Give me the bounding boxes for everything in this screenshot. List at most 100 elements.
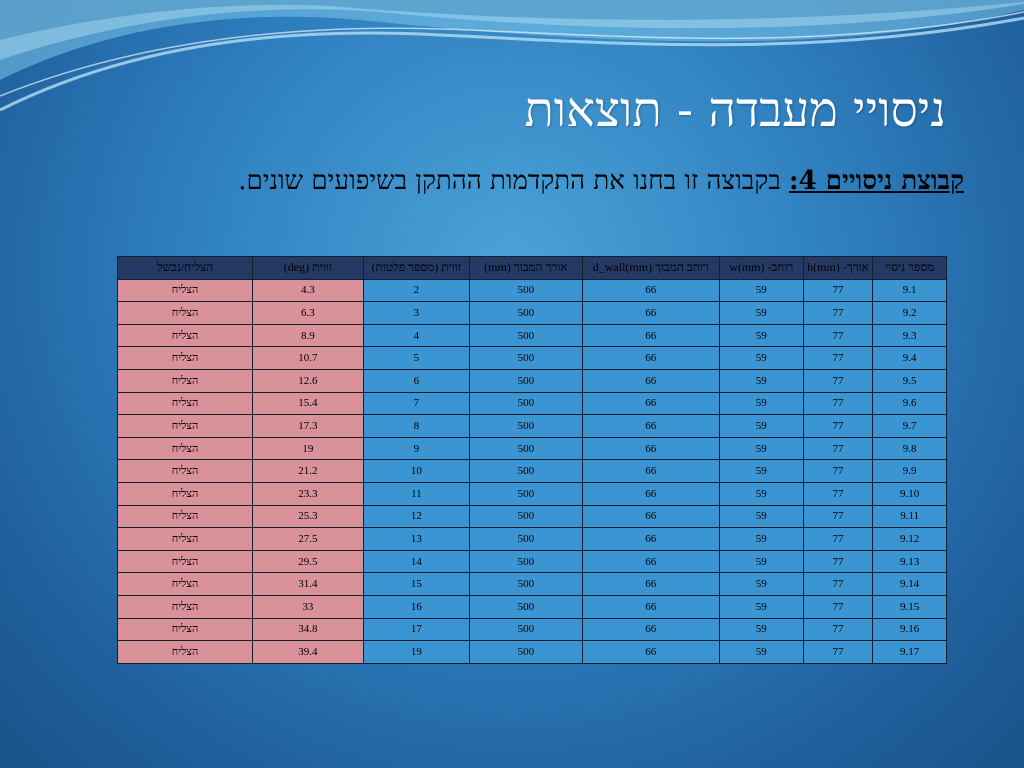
status-cell: הצליח [116, 278, 254, 303]
maze-width-cell: 66 [581, 572, 720, 596]
angle-plates-cell: 4 [362, 323, 471, 348]
maze-width-cell: 66 [581, 346, 720, 370]
width-w-cell: 59 [718, 301, 804, 325]
width-w-cell: 59 [718, 436, 804, 461]
maze-length-cell: 500 [469, 481, 583, 506]
test-number-cell: 9.3 [872, 323, 947, 348]
angle-deg-cell: 34.8 [252, 617, 364, 642]
test-number-cell: 9.9 [872, 459, 947, 483]
angle-deg-cell: 25.3 [252, 504, 364, 529]
maze-width-cell: 66 [581, 594, 720, 619]
length-h-cell: 77 [802, 572, 874, 596]
length-h-cell: 77 [802, 459, 874, 483]
width-w-cell: 59 [718, 414, 804, 438]
angle-deg-cell: 33 [252, 594, 364, 619]
width-w-cell: 59 [718, 617, 804, 642]
wave-decoration [0, 0, 1024, 112]
results-table: מספר ניסוי אורך- h(mm) רוחב- w(mm) רוחב … [116, 256, 947, 664]
test-number-cell: 9.5 [872, 368, 947, 393]
header-width-w: רוחב- w(mm) [718, 256, 804, 280]
maze-length-cell: 500 [469, 459, 583, 483]
angle-plates-cell: 5 [362, 346, 471, 370]
length-h-cell: 77 [802, 640, 874, 664]
subtitle-lead: קבוצת ניסויים 4: [789, 166, 964, 196]
angle-plates-cell: 11 [362, 481, 471, 506]
angle-plates-cell: 3 [362, 301, 471, 325]
maze-width-cell: 66 [581, 459, 720, 483]
header-angle-plates: זווית (מספר פלטות) [362, 256, 471, 280]
test-number-cell: 9.15 [872, 594, 947, 619]
length-h-cell: 77 [802, 594, 874, 619]
length-h-cell: 77 [802, 414, 874, 438]
test-number-cell: 9.17 [872, 640, 947, 664]
angle-plates-cell: 8 [362, 414, 471, 438]
status-cell: הצליח [116, 323, 254, 348]
maze-width-cell: 66 [581, 368, 720, 393]
width-w-cell: 59 [718, 594, 804, 619]
width-w-cell: 59 [718, 278, 804, 303]
table-row: 9.7 77 59 66 500 8 17.3 הצליח [116, 414, 947, 438]
angle-deg-cell: 6.3 [252, 301, 364, 325]
status-cell: הצליח [116, 368, 254, 393]
status-cell: הצליח [116, 527, 254, 551]
length-h-cell: 77 [802, 504, 874, 529]
maze-width-cell: 66 [581, 391, 720, 416]
angle-plates-cell: 13 [362, 527, 471, 551]
maze-length-cell: 500 [469, 617, 583, 642]
length-h-cell: 77 [802, 549, 874, 574]
table-row: 9.15 77 59 66 500 16 33 הצליח [116, 594, 947, 619]
table-row: 9.17 77 59 66 500 19 39.4 הצליח [116, 640, 947, 664]
width-w-cell: 59 [718, 504, 804, 529]
angle-plates-cell: 7 [362, 391, 471, 416]
test-number-cell: 9.1 [872, 278, 947, 303]
angle-deg-cell: 27.5 [252, 527, 364, 551]
length-h-cell: 77 [802, 481, 874, 506]
test-number-cell: 9.13 [872, 549, 947, 574]
maze-width-cell: 66 [581, 527, 720, 551]
status-cell: הצליח [116, 436, 254, 461]
status-cell: הצליח [116, 504, 254, 529]
length-h-cell: 77 [802, 617, 874, 642]
maze-length-cell: 500 [469, 414, 583, 438]
table-row: 9.4 77 59 66 500 5 10.7 הצליח [116, 346, 947, 370]
maze-width-cell: 66 [581, 504, 720, 529]
table-row: 9.16 77 59 66 500 17 34.8 הצליח [116, 617, 947, 642]
test-number-cell: 9.4 [872, 346, 947, 370]
angle-plates-cell: 6 [362, 368, 471, 393]
status-cell: הצליח [116, 617, 254, 642]
status-cell: הצליח [116, 594, 254, 619]
angle-deg-cell: 17.3 [252, 414, 364, 438]
maze-width-cell: 66 [581, 323, 720, 348]
width-w-cell: 59 [718, 391, 804, 416]
angle-deg-cell: 23.3 [252, 481, 364, 506]
table-row: 9.13 77 59 66 500 14 29.5 הצליח [116, 549, 947, 574]
status-cell: הצליח [116, 414, 254, 438]
angle-deg-cell: 10.7 [252, 346, 364, 370]
header-angle-deg: זווית (deg) [252, 256, 364, 280]
header-maze-length: אורך המבוך (mm) [469, 256, 583, 280]
maze-width-cell: 66 [581, 549, 720, 574]
length-h-cell: 77 [802, 527, 874, 551]
maze-width-cell: 66 [581, 481, 720, 506]
maze-length-cell: 500 [469, 549, 583, 574]
test-number-cell: 9.8 [872, 436, 947, 461]
status-cell: הצליח [116, 346, 254, 370]
angle-plates-cell: 17 [362, 617, 471, 642]
angle-plates-cell: 15 [362, 572, 471, 596]
angle-plates-cell: 19 [362, 640, 471, 664]
angle-plates-cell: 2 [362, 278, 471, 303]
angle-deg-cell: 15.4 [252, 391, 364, 416]
maze-length-cell: 500 [469, 391, 583, 416]
width-w-cell: 59 [718, 640, 804, 664]
length-h-cell: 77 [802, 436, 874, 461]
maze-length-cell: 500 [469, 572, 583, 596]
maze-length-cell: 500 [469, 527, 583, 551]
maze-length-cell: 500 [469, 640, 583, 664]
maze-length-cell: 500 [469, 278, 583, 303]
angle-deg-cell: 19 [252, 436, 364, 461]
status-cell: הצליח [116, 301, 254, 325]
table-row: 9.6 77 59 66 500 7 15.4 הצליח [116, 391, 947, 416]
table-row: 9.3 77 59 66 500 4 8.9 הצליח [116, 323, 947, 348]
table-row: 9.10 77 59 66 500 11 23.3 הצליח [116, 481, 947, 506]
status-cell: הצליח [116, 391, 254, 416]
